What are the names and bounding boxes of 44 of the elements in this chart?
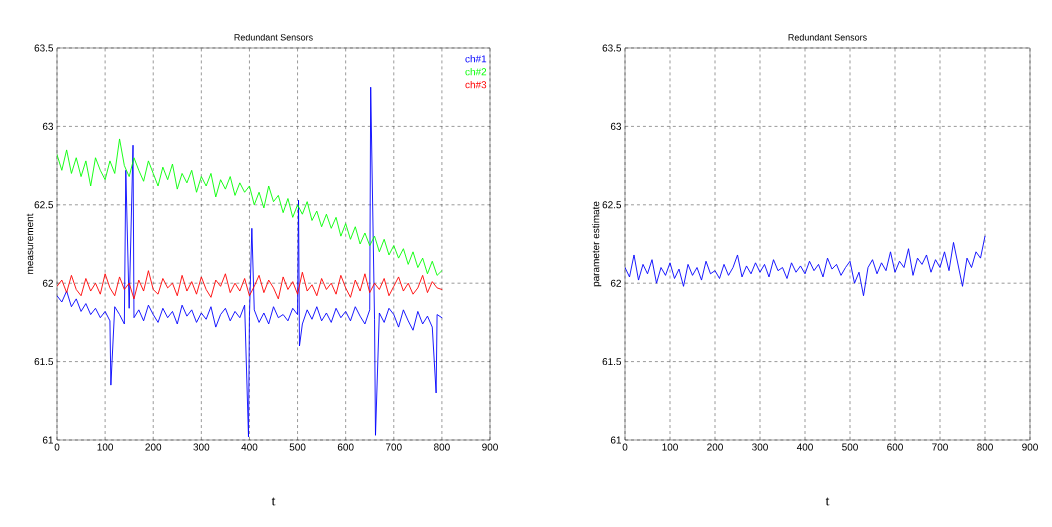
x-tick-label: 700: [932, 443, 948, 451]
x-tick-label: 200: [145, 443, 162, 451]
x-tick-label: 600: [337, 443, 354, 451]
y-tick-label: 63: [610, 122, 622, 130]
x-tick-label: 0: [622, 443, 628, 451]
x-tick-label: 400: [241, 443, 258, 451]
chart-title: Redundant Sensors: [788, 33, 867, 41]
x-axis-title: t: [825, 497, 830, 506]
x-tick-label: 100: [97, 443, 114, 451]
y-tick-label: 62.5: [34, 201, 54, 209]
y-tick-label: 62: [610, 279, 621, 287]
x-tick-label: 500: [289, 443, 306, 451]
line-series: [57, 86, 443, 438]
x-tick-label: 0: [54, 443, 60, 451]
x-tick-label: 800: [434, 443, 450, 451]
y-tick-label: 61.5: [602, 358, 622, 366]
y-axis-title: measurement: [26, 213, 34, 274]
y-tick-label: 61: [610, 436, 622, 444]
chart-title: Redundant Sensors: [234, 33, 313, 41]
x-tick-label: 900: [1022, 443, 1038, 451]
y-tick-label: 61.5: [34, 358, 54, 366]
y-tick-label: 63: [42, 122, 54, 130]
x-tick-label: 300: [752, 443, 768, 451]
x-tick-label: 700: [385, 443, 402, 451]
x-tick-label: 100: [662, 443, 678, 451]
text: ch#3: [465, 80, 487, 89]
x-tick-label: 900: [482, 443, 498, 451]
line-series: [57, 270, 443, 300]
y-tick-label: 61: [42, 436, 53, 444]
text: ch#2: [465, 68, 487, 76]
x-axis-title: t: [271, 497, 276, 506]
x-tick-label: 500: [842, 443, 858, 451]
y-tick-label: 62: [42, 279, 53, 287]
x-tick-label: 800: [977, 443, 993, 451]
line-series: [57, 138, 443, 276]
x-tick-label: 600: [887, 443, 903, 451]
x-tick-label: 300: [193, 443, 210, 451]
x-tick-label: 200: [707, 443, 723, 451]
y-tick-label: 62.5: [602, 201, 622, 209]
x-tick-label: 400: [796, 443, 813, 451]
y-tick-label: 63.5: [602, 44, 622, 52]
text: ch#1: [465, 55, 487, 63]
y-tick-label: 63.5: [34, 44, 54, 52]
y-axis-title: parameter estimate: [591, 201, 602, 287]
